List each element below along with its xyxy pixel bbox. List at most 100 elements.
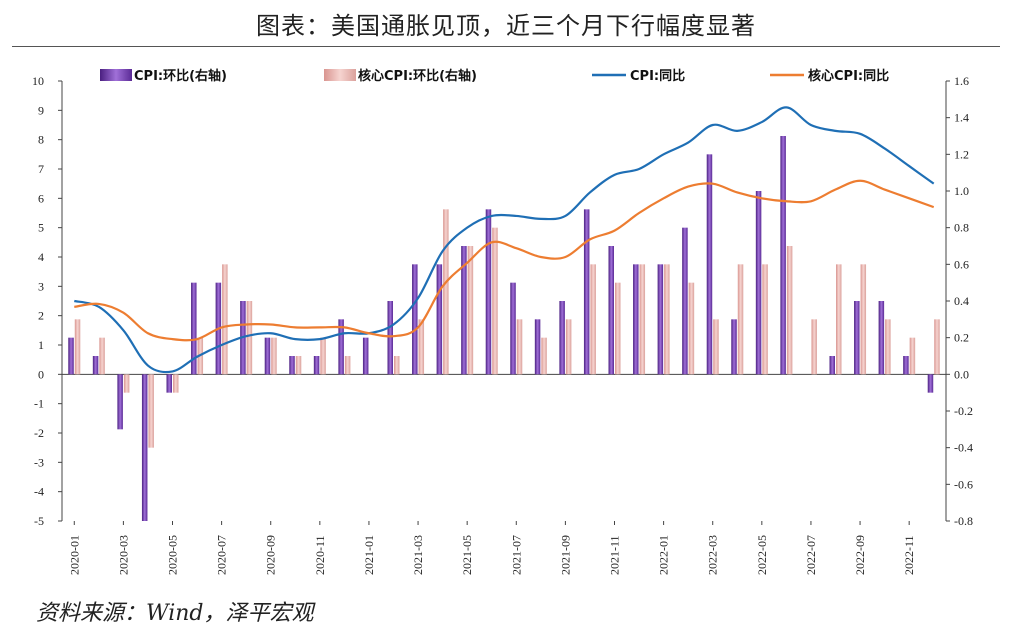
core-cpi-mom-bar	[246, 301, 253, 375]
left-axis-tick-label: 10	[32, 74, 44, 88]
cpi-mom-bar	[829, 356, 835, 375]
right-axis-tick-label: 0.4	[954, 294, 969, 308]
core-cpi-mom-bar	[443, 209, 449, 375]
x-axis-tick-label: 2021-07	[509, 535, 523, 575]
right-axis-tick-label: 1.0	[954, 184, 969, 198]
left-axis-tick-label: 3	[38, 279, 44, 293]
cpi-mom-bar	[755, 191, 762, 375]
legend-cpi-mom-label: CPI:环比(右轴)	[134, 68, 227, 84]
cpi-mom-bar	[731, 319, 737, 375]
core-cpi-mom-bar	[590, 264, 596, 375]
cpi-mom-bar	[510, 282, 516, 375]
cpi-yoy-line	[74, 106, 935, 374]
left-axis-tick-label: -1	[34, 397, 44, 411]
core-cpi-mom-bar	[860, 264, 867, 375]
core-cpi-mom-bar	[467, 246, 474, 375]
left-axis-tick-label: 0	[38, 367, 44, 381]
x-axis-tick-label: 2022-03	[706, 535, 720, 575]
x-axis-tick-label: 2022-11	[902, 535, 916, 575]
core-cpi-mom-bar	[148, 374, 154, 448]
left-axis-tick-label: -5	[34, 514, 44, 528]
x-axis-tick-label: 2021-01	[362, 535, 376, 575]
axes	[58, 80, 950, 525]
x-axis-tick-label: 2020-07	[215, 535, 229, 575]
core-cpi-mom-bar	[541, 337, 547, 375]
core-cpi-mom-bar	[786, 246, 793, 375]
core-cpi-mom-bar	[885, 319, 891, 375]
x-axis-tick-label: 2022-05	[755, 535, 769, 575]
right-axis-tick-label: -0.2	[954, 404, 973, 418]
right-axis-tick-label: -0.6	[954, 477, 973, 491]
cpi-mom-bar	[92, 356, 99, 375]
core-cpi-mom-bar	[492, 227, 498, 375]
core-cpi-mom-bar	[909, 337, 916, 375]
x-axis-tick-label: 2021-03	[411, 535, 425, 575]
core-cpi-mom-bar	[639, 264, 646, 375]
cpi-mom-bar	[878, 301, 885, 375]
right-axis-tick-label: -0.8	[954, 514, 973, 528]
core-cpi-mom-bar	[99, 337, 105, 375]
core-cpi-mom-bar	[688, 282, 695, 375]
cpi-mom-bar	[485, 209, 492, 375]
right-axis-tick-label: 0.8	[954, 221, 969, 235]
cpi-mom-bar	[583, 209, 590, 375]
legend-core-cpi-mom-label: 核心CPI:环比(右轴)	[358, 68, 477, 84]
title-divider	[12, 46, 1000, 47]
core-cpi-mom-bar	[836, 264, 842, 375]
core-cpi-mom-bar	[811, 319, 817, 375]
cpi-mom-bar	[682, 227, 688, 375]
cpi-mom-bar	[903, 356, 909, 375]
left-axis-tick-label: 1	[38, 338, 44, 352]
cpi-mom-bar	[780, 136, 786, 375]
core-cpi-mom-bar	[737, 264, 744, 375]
cpi-mom-bar	[706, 154, 713, 375]
core-cpi-mom-bar	[344, 356, 351, 375]
core-cpi-mom-bar	[74, 319, 81, 375]
right-axis-tick-label: 0.2	[954, 331, 969, 345]
right-axis-tick-label: -0.4	[954, 441, 973, 455]
legend-cpi-yoy-label: CPI:同比	[630, 68, 685, 84]
cpi-mom-bar	[436, 264, 443, 375]
cpi-mom-bar	[313, 356, 320, 375]
core-cpi-mom-bar	[123, 374, 130, 393]
chart-title: 图表：美国通胀见顶，近三个月下行幅度显著	[256, 12, 756, 40]
line-series	[74, 106, 935, 374]
cpi-mom-bar	[608, 246, 614, 375]
core-cpi-mom-bar	[222, 264, 228, 375]
cpi-mom-bar	[68, 337, 74, 375]
cpi-mom-bar	[387, 301, 393, 375]
x-axis-tick-label: 2020-09	[264, 535, 278, 575]
inflation-chart: CPI:环比(右轴) 核心CPI:环比(右轴) CPI:同比 核心CPI:同比 109…	[32, 68, 973, 575]
cpi-mom-bar	[412, 264, 418, 375]
left-axis-tick-label: 8	[38, 133, 44, 147]
core-cpi-mom-bar	[516, 319, 523, 375]
cpi-mom-bar	[534, 319, 541, 375]
cpi-mom-bar	[166, 374, 172, 393]
x-axis-tick-label: 2022-09	[853, 535, 867, 575]
core-cpi-mom-bar	[320, 337, 326, 375]
x-axis-tick-label: 2020-03	[116, 535, 130, 575]
core-cpi-mom-bar	[664, 264, 670, 375]
cpi-mom-bar	[461, 246, 467, 375]
x-axis-tick-label: 2020-01	[67, 535, 81, 575]
left-axis-tick-label: 5	[38, 221, 44, 235]
cpi-mom-bar	[657, 264, 664, 375]
cpi-mom-bar	[362, 337, 369, 375]
x-axis-tick-label: 2020-11	[313, 535, 327, 575]
x-axis-tick-label: 2021-11	[608, 535, 622, 575]
core-cpi-mom-bar	[418, 319, 425, 375]
core-cpi-mom-bar	[173, 374, 179, 393]
x-axis-tick-label: 2021-09	[558, 535, 572, 575]
cpi-mom-bar	[117, 374, 123, 430]
core-cpi-yoy-line	[74, 179, 935, 342]
core-cpi-mom-bar	[934, 319, 940, 375]
core-cpi-mom-bar	[565, 319, 572, 375]
legend-core-cpi-yoy-label: 核心CPI:同比	[808, 68, 889, 84]
cpi-mom-bar	[191, 282, 197, 375]
left-axis-tick-label: -2	[34, 426, 44, 440]
left-axis-tick-label: -4	[34, 485, 44, 499]
left-axis-tick-label: 4	[38, 250, 44, 264]
bar-series	[68, 136, 940, 521]
right-axis-tick-label: 0.6	[954, 257, 969, 271]
x-axis-tick-label: 2021-05	[460, 535, 474, 575]
